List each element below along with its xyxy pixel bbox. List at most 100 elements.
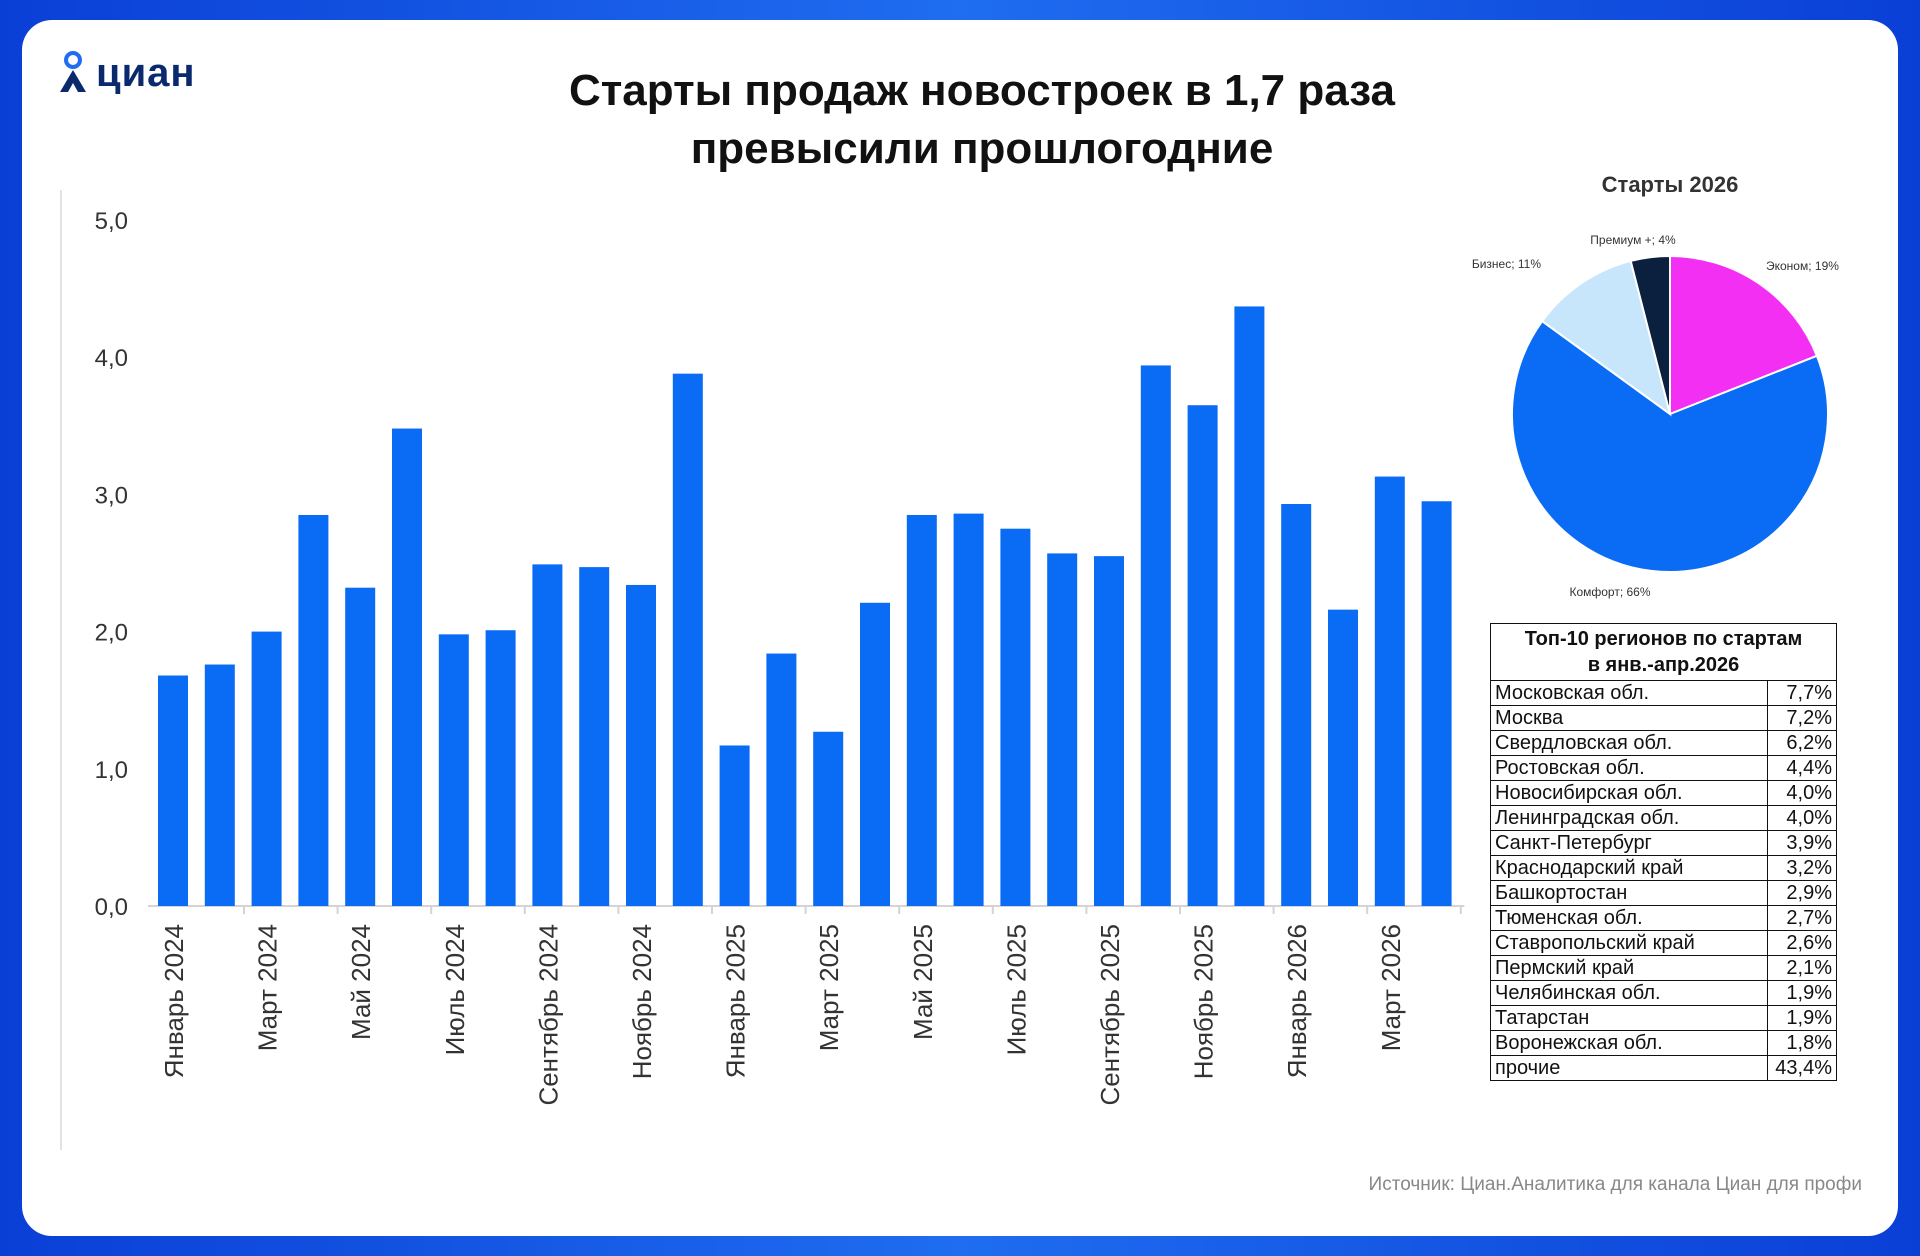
x-tick-label: Июль 2025 [1001, 924, 1031, 1055]
table-row: Воронежская обл. 1,8% [1490, 1030, 1837, 1056]
y-tick-label: 0,0 [95, 894, 128, 921]
region-name: Тюменская обл. [1490, 905, 1768, 931]
table-row: Свердловская обл. 6,2% [1490, 730, 1837, 756]
bar [1281, 504, 1312, 906]
region-share: 2,9% [1767, 880, 1837, 906]
table-row: Московская обл. 7,7% [1490, 680, 1837, 706]
title-line-1: Старты продаж новостроек в 1,7 раза [568, 66, 1396, 115]
pie-slice-label: Эконом; 19% [1766, 259, 1839, 273]
region-name: Челябинская обл. [1490, 980, 1768, 1006]
pie-slice [1540, 259, 1672, 417]
x-tick-label: Сентябрь 2024 [533, 924, 563, 1106]
table-row: Татарстан 1,9% [1490, 1005, 1837, 1031]
table-row: Краснодарский край 3,2% [1490, 855, 1837, 881]
region-name: Москва [1490, 705, 1768, 731]
bar [1187, 405, 1218, 906]
bar [1328, 609, 1358, 906]
region-name: Новосибирская обл. [1490, 780, 1768, 806]
x-tick-label: Июль 2024 [440, 924, 470, 1055]
region-share: 7,7% [1767, 680, 1837, 706]
bar [766, 653, 797, 906]
bar [953, 513, 984, 906]
bar [345, 587, 376, 906]
region-name: Ростовская обл. [1490, 755, 1768, 781]
y-tick-label: 3,0 [95, 482, 128, 509]
region-share: 4,4% [1767, 755, 1837, 781]
pie-slice [1669, 254, 1819, 416]
region-share: 2,1% [1767, 955, 1837, 981]
table-row: Ростовская обл. 4,4% [1490, 755, 1837, 781]
region-name: Татарстан [1490, 1005, 1768, 1031]
pie-chart: Эконом; 19% Комфорт; 66% Бизнес; 11% Премиу… [1472, 233, 1839, 599]
region-share: 2,7% [1767, 905, 1837, 931]
bar [579, 567, 610, 906]
y-tick-label: 1,0 [95, 757, 128, 784]
bar [392, 428, 422, 906]
bar [438, 634, 469, 906]
bar [1234, 306, 1265, 906]
table-row: Ставропольский край 2,6% [1490, 930, 1837, 956]
bar [1047, 553, 1078, 906]
bar [719, 745, 750, 906]
bar [626, 584, 656, 906]
regions-header-line-1: Топ-10 регионов по стартам [1524, 628, 1803, 650]
region-name: Свердловская обл. [1490, 730, 1768, 756]
region-share: 1,9% [1767, 980, 1837, 1006]
region-share: 2,6% [1767, 930, 1837, 956]
table-row: Ленинградская обл. 4,0% [1490, 805, 1837, 831]
region-share: 43,4% [1767, 1055, 1837, 1081]
region-name: прочие [1490, 1055, 1768, 1081]
pie-slice [1511, 319, 1829, 573]
region-name: Санкт-Петербург [1490, 830, 1768, 856]
pie-slice-label: Комфорт; 66% [1569, 585, 1650, 599]
regions-header-line-2: в янв.-апр.2026 [1587, 654, 1740, 676]
table-row: Челябинская обл. 1,9% [1490, 980, 1837, 1006]
region-name: Башкортостан [1490, 880, 1768, 906]
region-name: Ленинградская обл. [1490, 805, 1768, 831]
bar [1000, 528, 1031, 906]
pie-slice-label: Премиум +; 4% [1590, 233, 1676, 247]
table-row: Новосибирская обл. 4,0% [1490, 780, 1837, 806]
region-name: Ставропольский край [1490, 930, 1768, 956]
y-tick-label: 5,0 [95, 208, 128, 235]
source-note: Источник: Циан.Аналитика для канала Циан… [1368, 1174, 1862, 1195]
bar [1140, 365, 1171, 906]
region-share: 6,2% [1767, 730, 1837, 756]
region-share: 1,8% [1767, 1030, 1837, 1056]
bar [251, 631, 282, 906]
bar [158, 675, 188, 906]
bar [204, 664, 235, 906]
region-share: 3,2% [1767, 855, 1837, 881]
x-tick-label: Март 2024 [253, 924, 283, 1051]
x-tick-label: Май 2025 [908, 924, 938, 1040]
title-line-2: превысили прошлогодние [690, 124, 1274, 173]
regions-table-header: Топ-10 регионов по стартам в янв.-апр.20… [1490, 623, 1837, 681]
x-tick-label: Март 2026 [1376, 924, 1406, 1051]
bar-chart: 0,0 1,0 2,0 3,0 4,0 5,0 Январь 2024 Март 2024 Ма… [60, 190, 1465, 1150]
table-row: Санкт-Петербург 3,9% [1490, 830, 1837, 856]
bar [860, 602, 890, 906]
logo-text: циан [96, 50, 196, 95]
regions-table: Топ-10 регионов по стартам в янв.-апр.20… [1490, 623, 1837, 1081]
bar [532, 564, 563, 906]
bar [1374, 476, 1405, 906]
region-share: 1,9% [1767, 1005, 1837, 1031]
logo: циан [56, 50, 196, 96]
x-tick-label: Ноябрь 2024 [627, 924, 657, 1079]
bar [813, 731, 844, 906]
bar [298, 514, 329, 906]
x-tick-label: Январь 2024 [159, 924, 189, 1078]
table-row: Москва 7,2% [1490, 705, 1837, 731]
region-name: Московская обл. [1490, 680, 1768, 706]
y-tick-label: 4,0 [95, 345, 128, 372]
bar [1094, 556, 1124, 906]
region-name: Пермский край [1490, 955, 1768, 981]
regions-table-body: Московская обл. 7,7% Москва 7,2% Свердловска… [1490, 680, 1837, 1081]
region-name: Краснодарский край [1490, 855, 1768, 881]
pie-slice [1629, 254, 1671, 415]
table-row: прочие 43,4% [1490, 1055, 1837, 1081]
table-row: Тюменская обл. 2,7% [1490, 905, 1837, 931]
region-share: 3,9% [1767, 830, 1837, 856]
bar [485, 630, 516, 906]
x-tick-label: Ноябрь 2025 [1189, 924, 1219, 1079]
